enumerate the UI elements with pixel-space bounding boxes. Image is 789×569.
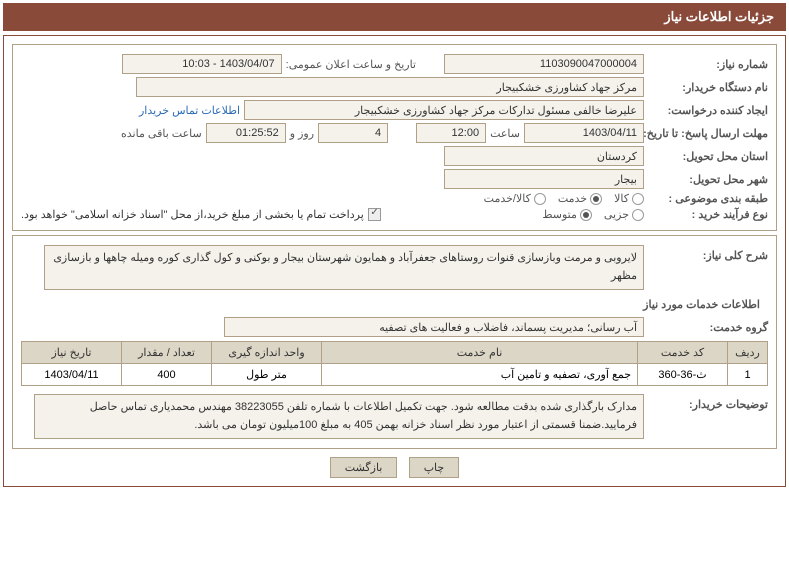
- back-button[interactable]: بازگشت: [330, 457, 398, 478]
- service-group-label: گروه خدمت:: [648, 321, 768, 334]
- th-qty: تعداد / مقدار: [122, 342, 212, 364]
- desc-panel: شرح کلی نیاز: لایروبی و مرمت وبازسازی قن…: [12, 235, 777, 449]
- delivery-city-field: بیجار: [444, 169, 644, 189]
- days-field: 4: [318, 123, 388, 143]
- cell-qty: 400: [122, 364, 212, 386]
- print-button[interactable]: چاپ: [409, 457, 460, 478]
- summary-text: لایروبی و مرمت وبازسازی قنوات روستاهای ج…: [44, 245, 644, 290]
- process-radio-group: جزیی متوسط: [542, 208, 644, 221]
- cell-name: جمع آوری، تصفیه و تامین آب: [322, 364, 638, 386]
- th-row: ردیف: [728, 342, 768, 364]
- delivery-province-label: استان محل تحویل:: [648, 150, 768, 163]
- treasury-checkbox[interactable]: [368, 208, 381, 221]
- main-frame: شماره نیاز: 1103090047000004 تاریخ و ساع…: [3, 35, 786, 487]
- page-title: جزئیات اطلاعات نیاز: [664, 9, 774, 24]
- services-info-title: اطلاعات خدمات مورد نیاز: [29, 298, 760, 311]
- th-code: کد خدمت: [638, 342, 728, 364]
- radio-goods-service[interactable]: کالا/خدمت: [484, 192, 546, 205]
- buyer-contact-link[interactable]: اطلاعات تماس خریدار: [139, 104, 240, 117]
- need-no-label: شماره نیاز:: [648, 58, 768, 71]
- category-label: طبقه بندی موضوعی :: [648, 192, 768, 205]
- buyer-notes-label: توضیحات خریدار:: [648, 394, 768, 411]
- delivery-province-field: کردستان: [444, 146, 644, 166]
- requester-field: علیرضا خالفی مسئول تدارکات مرکز جهاد کشا…: [244, 100, 644, 120]
- summary-label: شرح کلی نیاز:: [648, 245, 768, 262]
- th-date: تاریخ نیاز: [22, 342, 122, 364]
- announce-label: تاریخ و ساعت اعلان عمومی:: [286, 58, 416, 71]
- treasury-note: پرداخت تمام یا بخشی از مبلغ خرید،از محل …: [21, 208, 364, 221]
- remaining-label: ساعت باقی مانده: [121, 127, 202, 140]
- hours-field: 01:25:52: [206, 123, 286, 143]
- button-row: چاپ بازگشت: [8, 457, 781, 478]
- requester-label: ایجاد کننده درخواست:: [648, 104, 768, 117]
- buyer-org-label: نام دستگاه خریدار:: [648, 81, 768, 94]
- top-panel: شماره نیاز: 1103090047000004 تاریخ و ساع…: [12, 44, 777, 231]
- announce-field: 1403/04/07 - 10:03: [122, 54, 282, 74]
- radio-medium[interactable]: متوسط: [542, 208, 592, 221]
- need-no-field: 1103090047000004: [444, 54, 644, 74]
- cell-unit: متر طول: [212, 364, 322, 386]
- th-name: نام خدمت: [322, 342, 638, 364]
- days-and-label: روز و: [290, 127, 314, 140]
- buyer-notes-text: مدارک بارگذاری شده بدقت مطالعه شود. جهت …: [34, 394, 644, 439]
- deadline-label: مهلت ارسال پاسخ: تا تاریخ:: [648, 127, 768, 140]
- page-title-bar: جزئیات اطلاعات نیاز: [3, 3, 786, 31]
- radio-partial[interactable]: جزیی: [604, 208, 644, 221]
- table-row: 1 ث-36-360 جمع آوری، تصفیه و تامین آب مت…: [22, 364, 768, 386]
- th-unit: واحد اندازه گیری: [212, 342, 322, 364]
- services-table: ردیف کد خدمت نام خدمت واحد اندازه گیری ت…: [21, 341, 768, 386]
- time-label: ساعت: [490, 127, 520, 140]
- radio-service[interactable]: خدمت: [558, 192, 602, 205]
- cell-code: ث-36-360: [638, 364, 728, 386]
- table-header-row: ردیف کد خدمت نام خدمت واحد اندازه گیری ت…: [22, 342, 768, 364]
- deadline-time-field: 12:00: [416, 123, 486, 143]
- deadline-date-field: 1403/04/11: [524, 123, 644, 143]
- process-label: نوع فرآیند خرید :: [648, 208, 768, 221]
- radio-goods[interactable]: کالا: [614, 192, 644, 205]
- buyer-org-field: مرکز جهاد کشاورزی خشکبیجار: [136, 77, 644, 97]
- category-radio-group: کالا خدمت کالا/خدمت: [484, 192, 644, 205]
- service-group-field: آب رسانی؛ مدیریت پسماند، فاضلاب و فعالیت…: [224, 317, 644, 337]
- cell-date: 1403/04/11: [22, 364, 122, 386]
- cell-row: 1: [728, 364, 768, 386]
- delivery-city-label: شهر محل تحویل:: [648, 173, 768, 186]
